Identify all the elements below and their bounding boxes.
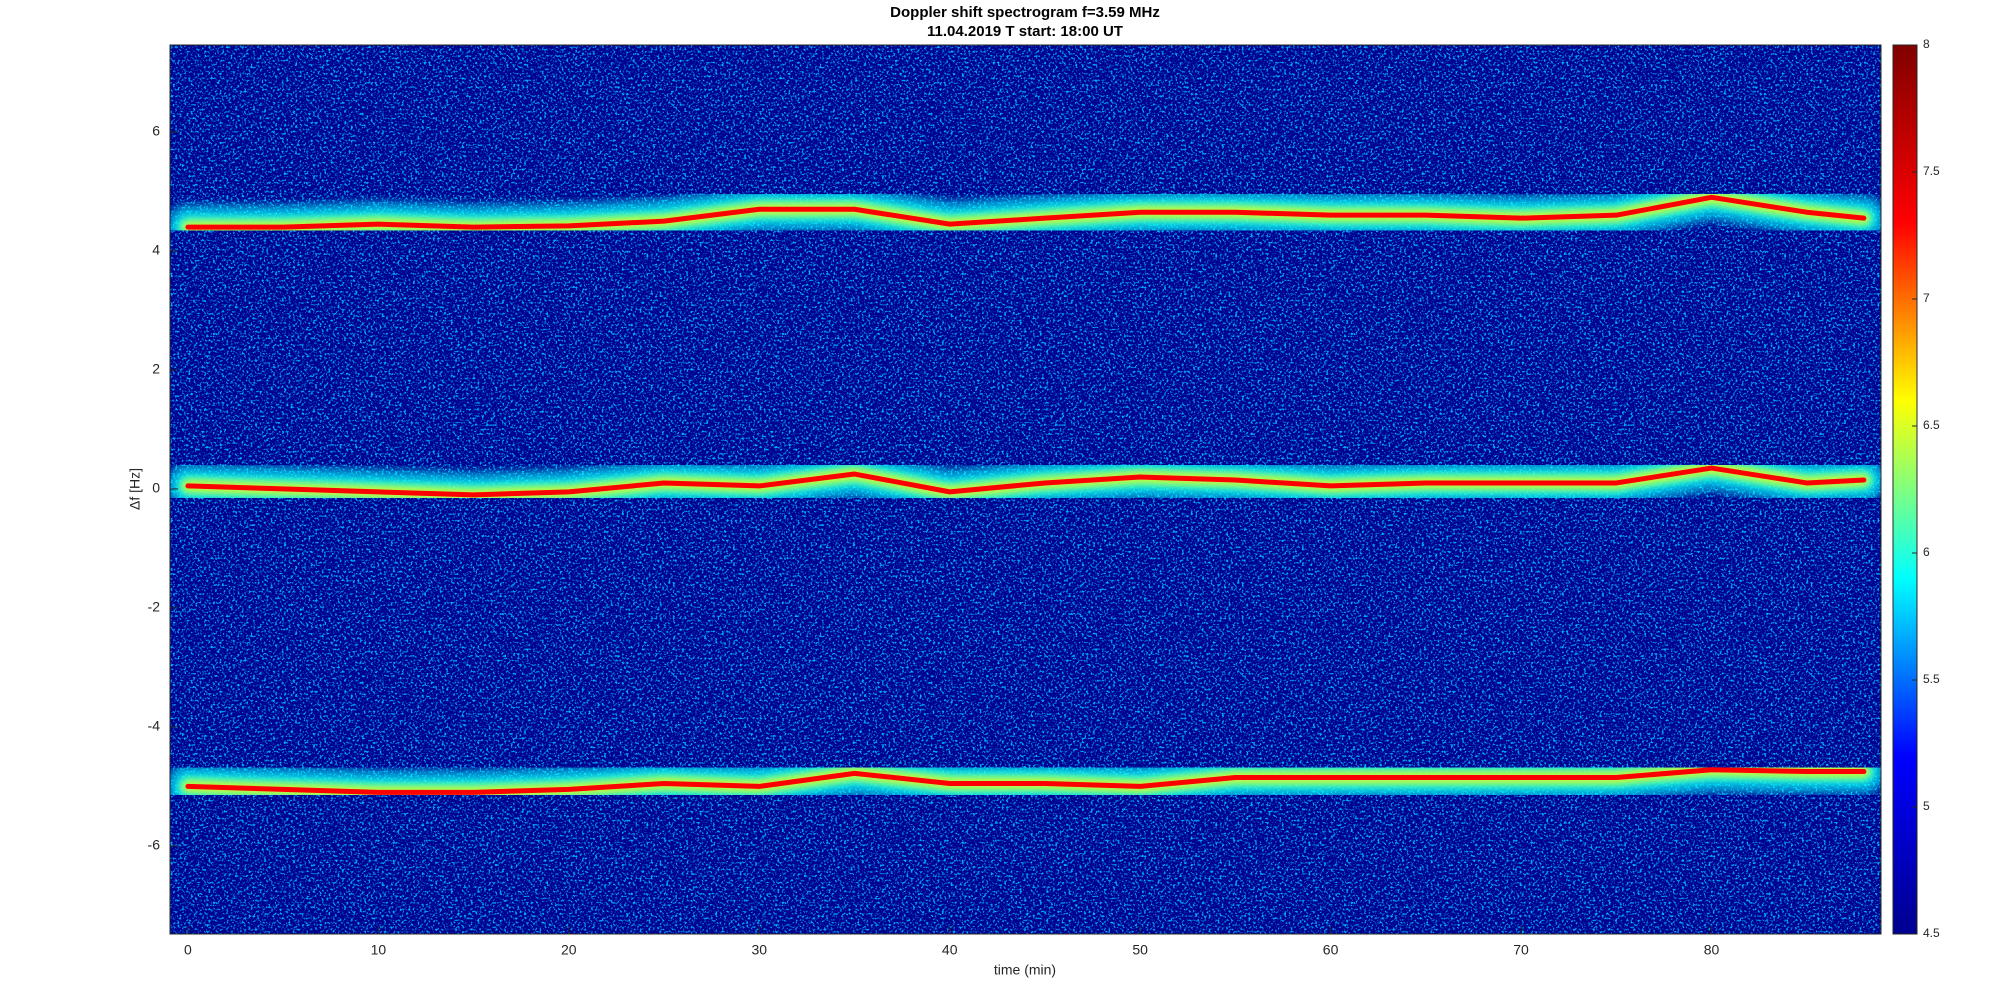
y-tick-label: -2 xyxy=(148,599,161,615)
y-tick-label: 2 xyxy=(152,361,160,377)
trace xyxy=(185,767,1867,795)
y-axis-label: Δf [Hz] xyxy=(127,468,143,510)
chart-title: Doppler shift spectrogram f=3.59 MHz xyxy=(890,4,1160,21)
x-tick-label: 50 xyxy=(1132,942,1148,958)
x-tick-label: 80 xyxy=(1704,942,1720,958)
x-tick-label: 0 xyxy=(184,942,192,958)
x-tick-label: 20 xyxy=(561,942,577,958)
y-tick-label: 6 xyxy=(152,123,160,139)
y-tick-label: -4 xyxy=(148,718,161,734)
colorbar-tick-label: 5 xyxy=(1923,799,1930,813)
axes-box xyxy=(169,44,1882,935)
x-tick-label: 70 xyxy=(1513,942,1529,958)
colorbar-tick-label: 6.5 xyxy=(1923,418,1940,432)
trace xyxy=(185,194,1867,230)
colorbar-tick-label: 5.5 xyxy=(1923,672,1940,686)
x-tick-label: 40 xyxy=(942,942,958,958)
colorbar-tick-label: 7 xyxy=(1923,291,1930,305)
colorbar xyxy=(1892,44,1918,935)
x-axis-label: time (min) xyxy=(994,962,1056,978)
colorbar-tick-label: 7.5 xyxy=(1923,164,1940,178)
colorbar-tick-label: 6 xyxy=(1923,545,1930,559)
x-tick-label: 60 xyxy=(1323,942,1339,958)
x-tick-label: 30 xyxy=(751,942,767,958)
y-tick-label: 0 xyxy=(152,480,160,496)
trace xyxy=(185,465,1867,498)
colorbar-tick-label: 4.5 xyxy=(1923,926,1940,940)
chart-subtitle: 11.04.2019 T start: 18:00 UT xyxy=(927,23,1123,40)
y-tick-label: 4 xyxy=(152,242,160,258)
colorbar-tick-label: 8 xyxy=(1923,37,1930,51)
y-tick-label: -6 xyxy=(148,837,161,853)
x-tick-label: 10 xyxy=(371,942,387,958)
plot-area xyxy=(170,45,1881,934)
